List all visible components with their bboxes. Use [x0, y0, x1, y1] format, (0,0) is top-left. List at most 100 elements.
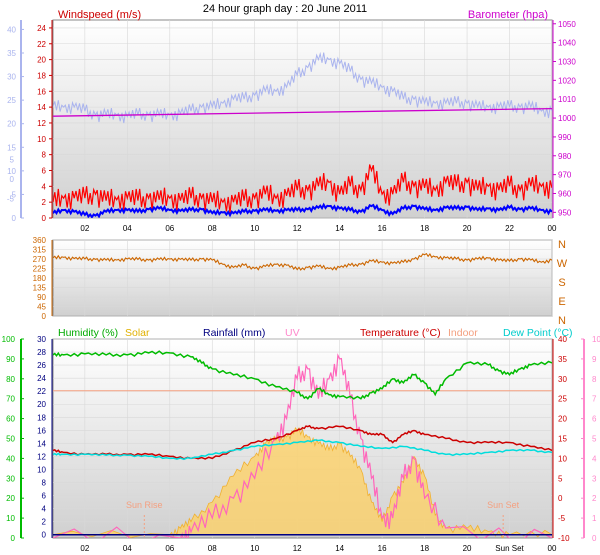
x-tick-label: 10 [250, 544, 259, 553]
wind-avg-line [53, 202, 552, 218]
tick-label-humidity: 30 [6, 474, 15, 483]
x-tick-label: 02 [80, 224, 89, 233]
tick-label-wind: 8 [42, 151, 47, 160]
x-tick-label: 12 [293, 544, 302, 553]
tick-label-baro: 970 [558, 171, 572, 180]
barometer-label: Barometer (hpa) [468, 9, 548, 21]
tick-label-uv: 4 [592, 454, 597, 463]
tick-label-rain: 4 [42, 505, 47, 514]
tick-label-wind: 12 [37, 119, 46, 128]
panel1-x-ticks: 02 04 06 08 10 12 14 16 18 20 22 00 [80, 224, 557, 233]
tick-label-baro: 980 [558, 152, 572, 161]
tick-label-outer: 15 [7, 143, 16, 152]
tick-label-wind: 16 [37, 87, 46, 96]
tick-label-baro: 990 [558, 133, 572, 142]
x-tick-label: 12 [293, 224, 302, 233]
tick-label-wind: 18 [37, 71, 46, 80]
x-tick-label: 18 [420, 544, 429, 553]
panel1-bg [52, 19, 553, 219]
tick-label-humidity: 60 [6, 415, 15, 424]
legend-solar: Solar [125, 327, 150, 339]
x-tick-label: 20 [463, 544, 472, 553]
panel2-grid [53, 239, 553, 317]
panel3-x-ticks: 02 04 06 08 10 12 14 16 18 20 Sun Set 00 [80, 544, 557, 553]
tick-label-outer: 5 [12, 190, 17, 199]
x-tick-label: 00 [548, 224, 557, 233]
tick-label-wind: 10 [37, 135, 46, 144]
compass-label: N [558, 239, 566, 251]
tick-label-rain: 20 [37, 400, 46, 409]
tick-label-baro: 960 [558, 189, 572, 198]
humidity-line [53, 350, 552, 400]
panel-temp-humidity: Sun Rise Sun Set Humidity (%) Solar Rain… [2, 327, 600, 553]
tick-label-wind: 4 [42, 182, 47, 191]
tick-label-temp: 10 [558, 454, 567, 463]
tick-label-temp: 5 [558, 474, 563, 483]
x-tick-label: 04 [123, 544, 132, 553]
compass-label: E [558, 296, 565, 308]
tick-label-rain: 14 [37, 439, 46, 448]
legend-humidity: Humidity (%) [58, 327, 118, 339]
tick-label-humidity: 50 [6, 435, 15, 444]
panel3-y-ticks: 0102030405060708090100024681012141618202… [2, 335, 600, 543]
tick-label-uv: 6 [592, 415, 597, 424]
tick-label-rain: 6 [42, 492, 47, 501]
tick-label-outer: 25 [7, 96, 16, 105]
panel1-grid [53, 20, 553, 219]
x-tick-label: 14 [335, 224, 344, 233]
tick-label-dir: 0 [42, 312, 47, 321]
tick-label-baro: 950 [558, 208, 572, 217]
wind-history-line [53, 51, 552, 124]
page-title: 24 hour graph day : 20 June 2011 [203, 3, 367, 15]
x-tick-label: 20 [463, 224, 472, 233]
x-tick-label: 08 [208, 224, 217, 233]
tick-label-rain: 0 [42, 531, 47, 540]
legend-uv: UV [285, 327, 300, 339]
solar-area [53, 426, 552, 538]
tick-label-baro: 1020 [558, 76, 576, 85]
x-tick-label: 16 [378, 224, 387, 233]
tick-label-outer: 0 [12, 214, 17, 223]
tick-label-uv: 2 [592, 494, 597, 503]
barometer-line [53, 107, 552, 117]
dewpoint-line [53, 439, 552, 461]
x-tick-label: 08 [208, 544, 217, 553]
tick-label-rain: 18 [37, 413, 46, 422]
tick-label-dir: 135 [33, 284, 47, 293]
tick-label-rain: 30 [37, 335, 46, 344]
tick-label-humidity: 70 [6, 395, 15, 404]
x-tick-label: 14 [335, 544, 344, 553]
tick-label-temp: 0 [10, 175, 15, 184]
sunset-label: Sun Set [487, 500, 520, 510]
tick-label-wind: 2 [42, 198, 47, 207]
tick-label-temp: 15 [558, 435, 567, 444]
tick-label-outer: 40 [7, 25, 16, 34]
tick-label-dir: 90 [37, 293, 46, 302]
tick-label-rain: 28 [37, 348, 46, 357]
tick-label-rain: 8 [42, 479, 47, 488]
tick-label-wind: 20 [37, 56, 46, 65]
tick-label-temp: -5 [558, 514, 566, 523]
tick-label-uv: 8 [592, 375, 597, 384]
tick-label-temp: 40 [558, 335, 567, 344]
tick-label-dir: 315 [33, 246, 47, 255]
windspeed-label: Windspeed (m/s) [58, 9, 141, 21]
tick-label-baro: 1040 [558, 39, 576, 48]
tick-label-temp: -5 [7, 195, 15, 204]
tick-label-rain: 16 [37, 426, 46, 435]
tick-label-humidity: 100 [2, 335, 16, 344]
tick-label-baro: 1030 [558, 57, 576, 66]
tick-label-dir: 180 [33, 274, 47, 283]
x-tick-label: 04 [123, 224, 132, 233]
legend-dewpoint: Dew Point (°C) [503, 327, 573, 339]
tick-label-temp: 35 [558, 355, 567, 364]
tick-label-outer: 35 [7, 49, 16, 58]
x-tick-label: 06 [165, 224, 174, 233]
tick-label-baro: 1000 [558, 114, 576, 123]
tick-label-humidity: 20 [6, 494, 15, 503]
tick-label-rain: 2 [42, 518, 47, 527]
tick-label-outer: 20 [7, 120, 16, 129]
tick-label-humidity: 10 [6, 514, 15, 523]
